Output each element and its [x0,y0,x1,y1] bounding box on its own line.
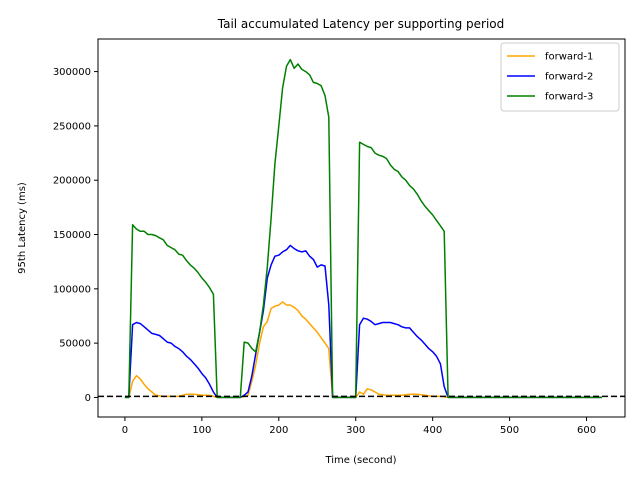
legend: forward-1 forward-2 forward-3 [500,42,620,112]
x-tick-label: 200 [269,425,288,436]
x-tick-label: 0 [122,425,128,436]
x-tick-label: 100 [192,425,211,436]
y-tick-label: 200000 [53,176,91,187]
y-tick-label: 100000 [53,284,91,295]
chart-title: Tail accumulated Latency per supporting … [217,17,505,31]
series-line-1 [124,301,602,399]
y-tick-label: 250000 [53,121,91,132]
legend-label-2: forward-2 [545,72,593,83]
axes-frame [97,38,626,418]
x-axis: 0 100 200 300 400 500 600 [122,417,596,436]
y-axis: 0 50000 100000 150000 200000 250000 300000 [53,67,98,404]
y-tick-label: 150000 [53,230,91,241]
legend-label-1: forward-1 [545,52,593,63]
plot-area [98,58,625,399]
series-line-3 [124,58,602,399]
x-tick-label: 400 [423,425,442,436]
x-tick-label: 600 [577,425,596,436]
series-line-2 [124,244,602,399]
x-tick-label: 300 [346,425,365,436]
x-tick-label: 500 [500,425,519,436]
y-tick-label: 50000 [59,339,91,350]
legend-box [500,42,620,112]
x-axis-label: Time (second) [324,455,396,466]
y-axis-label: 95th Latency (ms) [17,182,28,274]
y-tick-label: 0 [85,393,91,404]
y-tick-label: 300000 [53,67,91,78]
legend-label-3: forward-3 [545,92,593,103]
